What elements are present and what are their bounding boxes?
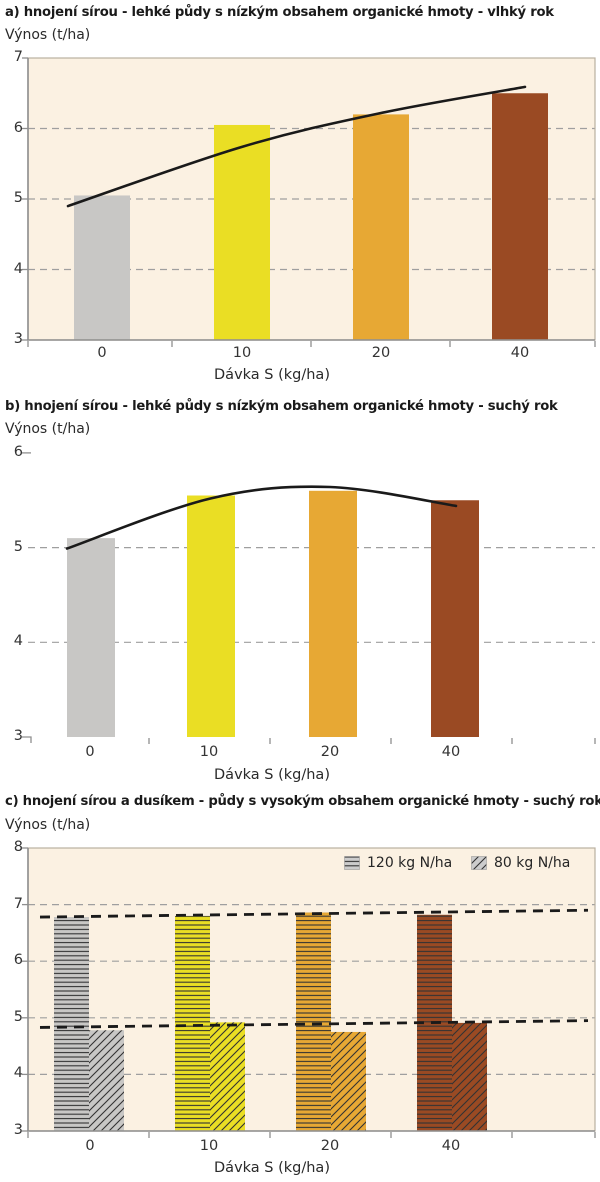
legend-swatch-diagonal-hatch-icon [471, 856, 487, 870]
x-tick-label-a-20: 20 [371, 345, 391, 361]
x-tick-label-b-20: 20 [320, 744, 340, 760]
bar-a-40 [492, 93, 548, 340]
bar-b-40 [431, 500, 479, 737]
x-tick-label-a-40: 40 [510, 345, 530, 361]
chart-c-y-axis-label: Výnos (t/ha) [5, 817, 91, 833]
trend-line-c-top [39, 908, 589, 919]
legend-label-120kg: 120 kg N/ha [367, 855, 453, 871]
x-tick-label-b-40: 40 [441, 744, 461, 760]
chart-a-y-axis-label: Výnos (t/ha) [5, 27, 91, 43]
x-tick-label-b-0: 0 [85, 744, 95, 760]
x-tick-label-a-10: 10 [232, 345, 252, 361]
chart-a-title: a) hnojení sírou - lehké půdy s nízkým o… [5, 5, 554, 20]
bar-c-80kgN/ha-0 [89, 1030, 124, 1131]
trend-line-b [65, 485, 458, 550]
bar-b-10 [187, 495, 235, 737]
x-tick-label-c-10: 10 [199, 1138, 219, 1154]
bar-a-0 [74, 195, 130, 340]
y-tick-label-b-5: 5 [13, 538, 23, 555]
y-tick-label-a-3: 3 [13, 331, 23, 347]
bar-c-80kgN/ha-20 [331, 1031, 366, 1131]
chart-b-x-axis-title: Dávka S (kg/ha) [214, 767, 330, 783]
chart-c-x-axis-title: Dávka S (kg/ha) [214, 1160, 330, 1176]
y-tick-label-b-6: 6 [13, 443, 23, 460]
bar-c-80kgN/ha-40 [452, 1022, 487, 1131]
y-tick-label-c-3: 3 [13, 1122, 23, 1138]
bar-b-0 [67, 538, 115, 737]
legend-label-80kg: 80 kg N/ha [494, 855, 571, 871]
legend-item-80kg: 80 kg N/ha [471, 855, 570, 871]
bar-b-20 [309, 490, 357, 737]
chart-a-x-axis-title: Dávka S (kg/ha) [214, 367, 330, 383]
x-tick-label-b-10: 10 [199, 744, 219, 760]
bar-c-120kgN/ha-20 [296, 912, 331, 1131]
chart-b-y-axis-label: Výnos (t/ha) [5, 421, 91, 437]
y-tick-label-c-6: 6 [13, 952, 23, 969]
chart-c-title: c) hnojení sírou a dusíkem - půdy s vyso… [5, 794, 600, 809]
bar-a-20 [353, 114, 409, 341]
x-tick-label-c-20: 20 [320, 1138, 340, 1154]
y-tick-label-c-7: 7 [13, 895, 23, 912]
bar-a-10 [214, 124, 270, 340]
y-tick-label-c-8: 8 [13, 839, 23, 855]
x-tick-label-a-0: 0 [97, 345, 107, 361]
legend-swatch-horizontal-hatch-icon [344, 856, 360, 870]
bar-c-80kgN/ha-10 [210, 1022, 245, 1131]
y-axis-tick [22, 736, 32, 743]
x-tick-label-c-40: 40 [441, 1138, 461, 1154]
bar-c-120kgN/ha-0 [54, 917, 89, 1131]
trend-line-a [66, 85, 527, 208]
y-tick-label-a-6: 6 [13, 119, 23, 136]
y-tick-label-a-5: 5 [13, 190, 23, 206]
chart-b-title: b) hnojení sírou - lehké půdy s nízkým o… [5, 399, 558, 414]
y-tick-label-a-7: 7 [13, 49, 23, 65]
legend-item-120kg: 120 kg N/ha [344, 855, 452, 871]
y-tick-label-b-4: 4 [13, 633, 23, 650]
y-tick-label-c-4: 4 [13, 1065, 23, 1082]
y-tick-label-c-5: 5 [13, 1008, 23, 1025]
x-tick-label-c-0: 0 [85, 1138, 95, 1154]
bar-c-120kgN/ha-10 [175, 915, 210, 1131]
trend-line-c-bottom [39, 1019, 589, 1029]
y-tick-label-b-3: 3 [13, 728, 23, 744]
y-tick-label-a-4: 4 [13, 260, 23, 277]
